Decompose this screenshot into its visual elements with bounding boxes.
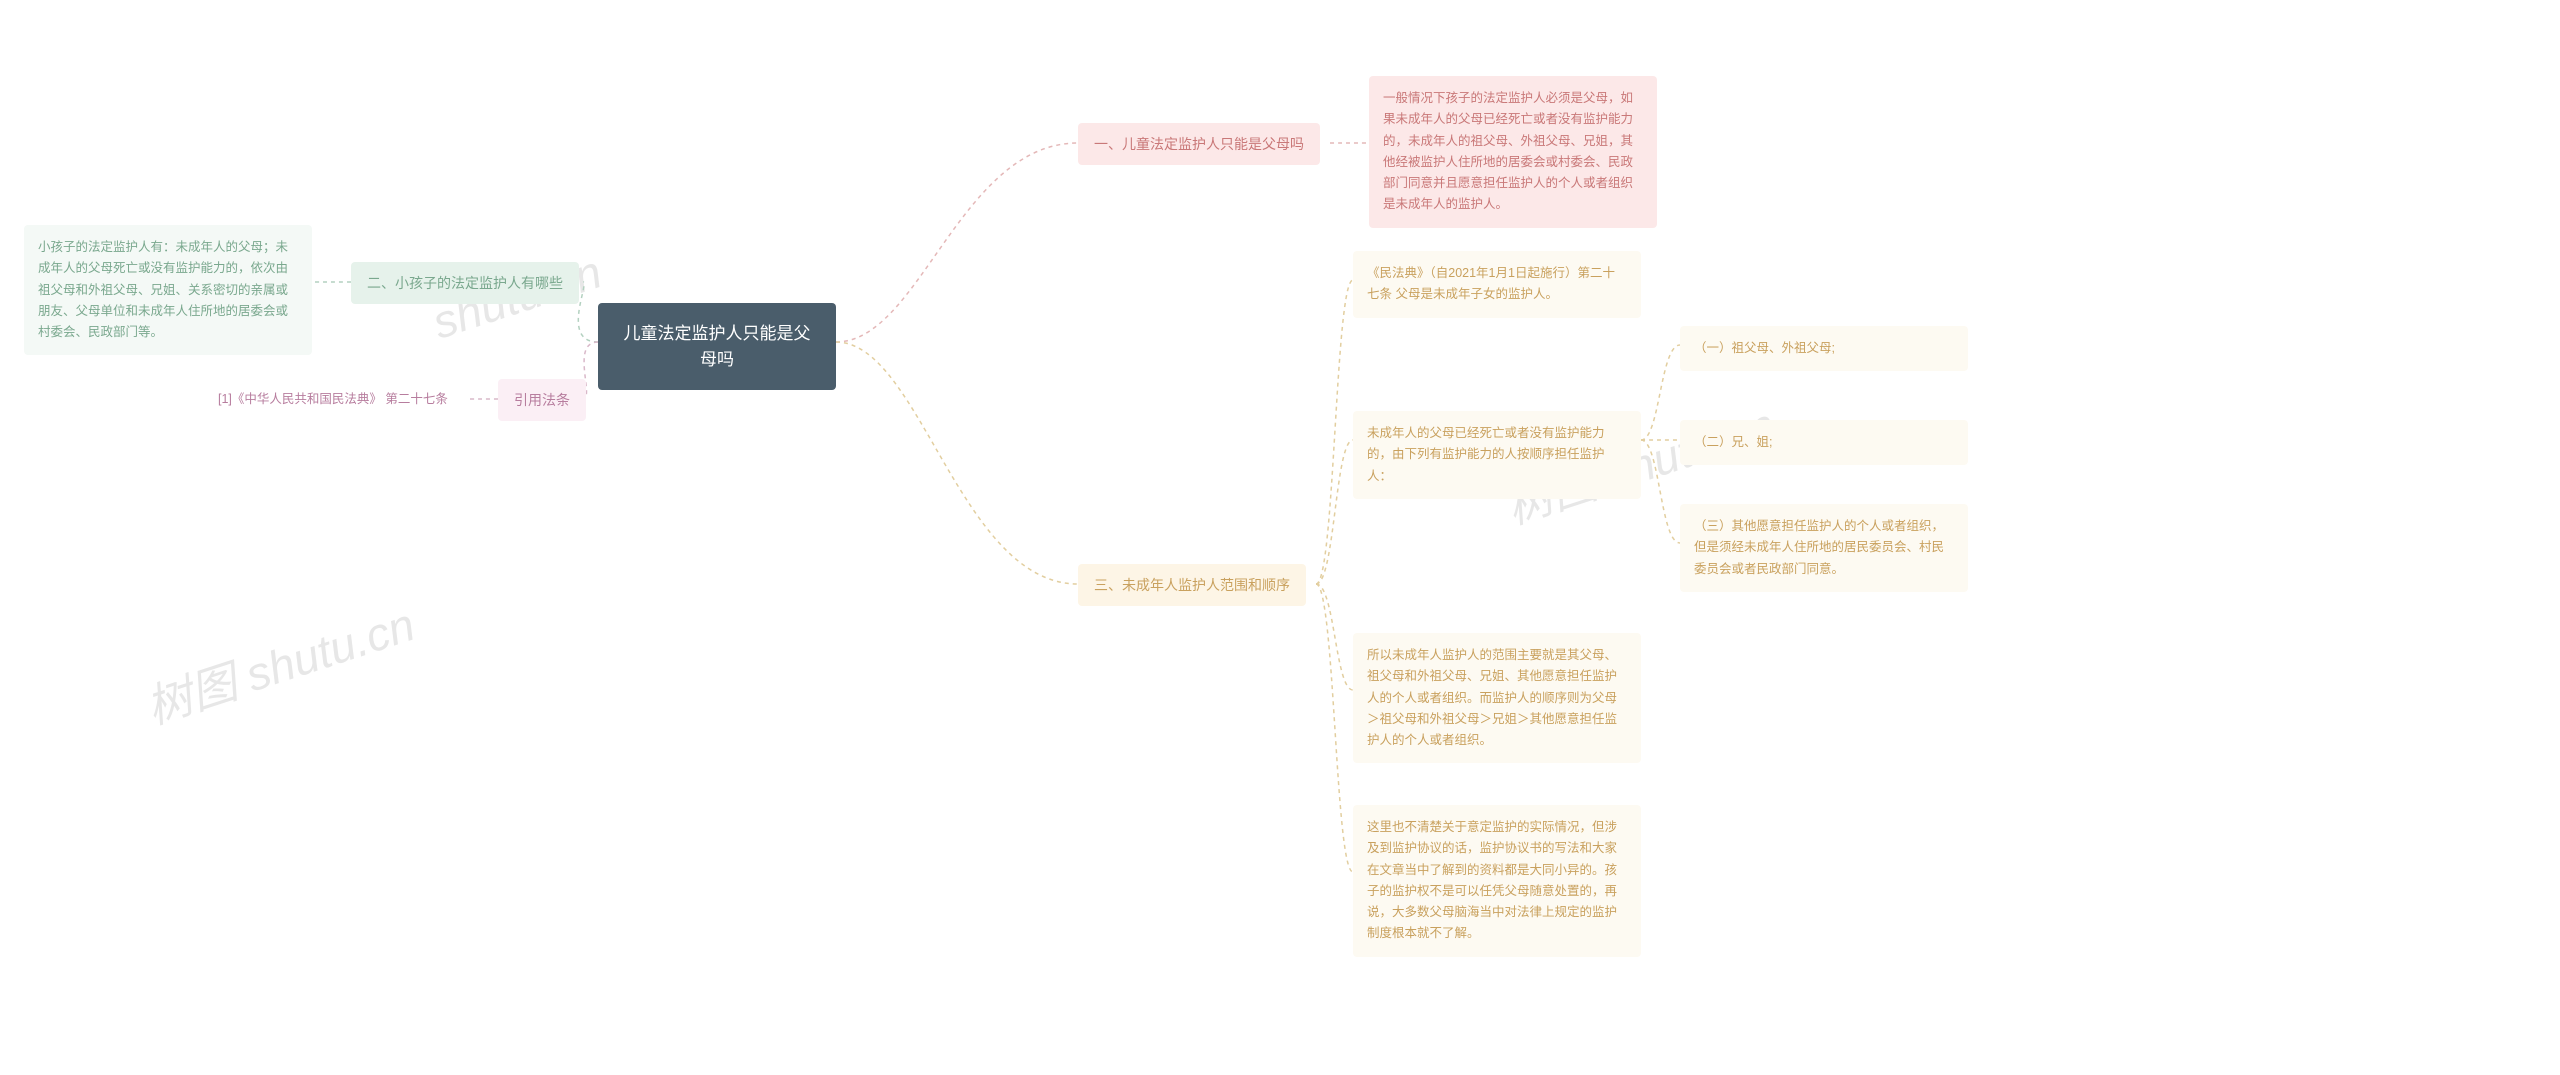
leaf-3-2-2[interactable]: （二）兄、姐; xyxy=(1680,420,1968,465)
leaf-4[interactable]: [1]《中华人民共和国民法典》 第二十七条 xyxy=(210,385,470,414)
leaf-3-2[interactable]: 未成年人的父母已经死亡或者没有监护能力的，由下列有监护能力的人按顺序担任监护人： xyxy=(1353,411,1641,499)
branch-2[interactable]: 二、小孩子的法定监护人有哪些 xyxy=(351,262,579,304)
root-node[interactable]: 儿童法定监护人只能是父母吗 xyxy=(598,303,836,390)
root-label: 儿童法定监护人只能是父母吗 xyxy=(624,324,811,369)
branch-3[interactable]: 三、未成年人监护人范围和顺序 xyxy=(1078,564,1306,606)
leaf-3-3[interactable]: 所以未成年人监护人的范围主要就是其父母、祖父母和外祖父母、兄姐、其他愿意担任监护… xyxy=(1353,633,1641,763)
leaf-3-1[interactable]: 《民法典》（自2021年1月1日起施行）第二十七条 父母是未成年子女的监护人。 xyxy=(1353,251,1641,318)
leaf-3-2-1[interactable]: （一）祖父母、外祖父母; xyxy=(1680,326,1968,371)
branch-1[interactable]: 一、儿童法定监护人只能是父母吗 xyxy=(1078,123,1320,165)
leaf-3-2-3[interactable]: （三）其他愿意担任监护人的个人或者组织，但是须经未成年人住所地的居民委员会、村民… xyxy=(1680,504,1968,592)
watermark-1: 树图 shutu.cn xyxy=(137,589,422,738)
leaf-1[interactable]: 一般情况下孩子的法定监护人必须是父母，如果未成年人的父母已经死亡或者没有监护能力… xyxy=(1369,76,1657,228)
leaf-2[interactable]: 小孩子的法定监护人有：未成年人的父母；未成年人的父母死亡或没有监护能力的，依次由… xyxy=(24,225,312,355)
branch-4[interactable]: 引用法条 xyxy=(498,379,586,421)
leaf-3-4[interactable]: 这里也不清楚关于意定监护的实际情况，但涉及到监护协议的话，监护协议书的写法和大家… xyxy=(1353,805,1641,957)
